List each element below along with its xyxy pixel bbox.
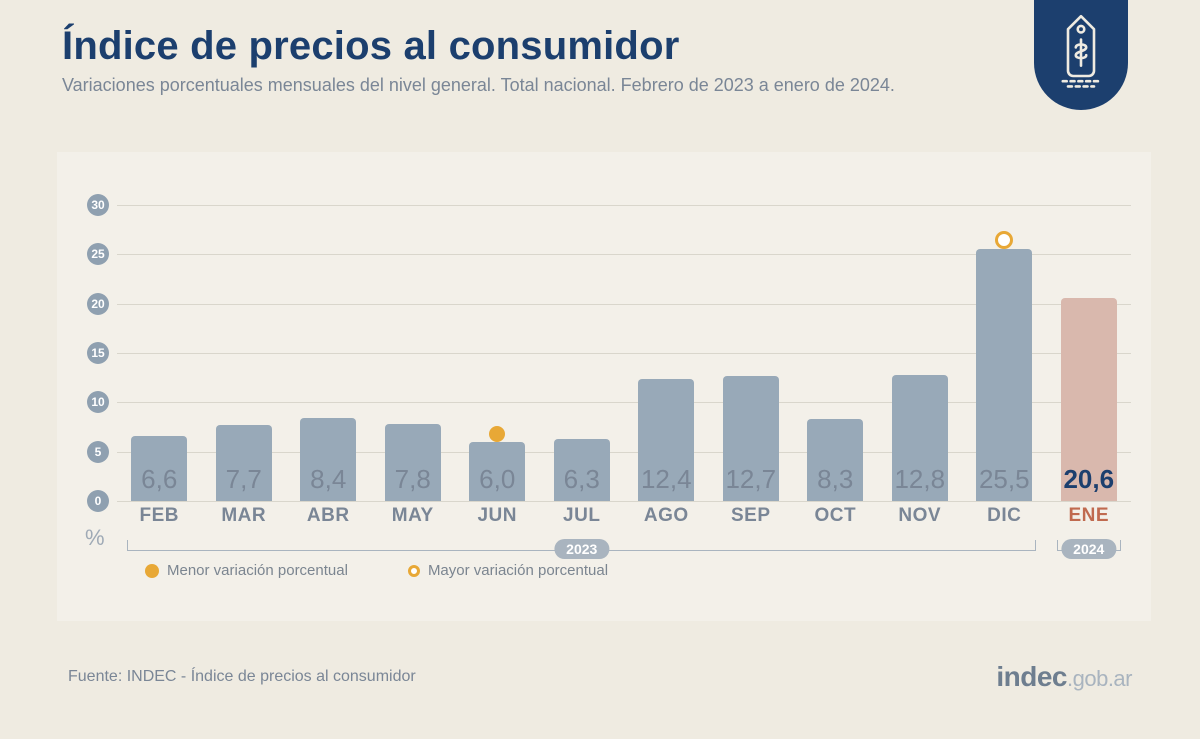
bar-col: 12,8NOV xyxy=(892,205,948,501)
y-axis-unit: % xyxy=(85,525,105,551)
page-subtitle: Variaciones porcentuales mensuales del n… xyxy=(62,75,1138,96)
bar-value-label: 20,6 xyxy=(1061,464,1117,495)
year-label: 2023 xyxy=(554,539,609,559)
legend-max: Mayor variación porcentual xyxy=(408,562,608,579)
bar-month-label: ENE xyxy=(1061,505,1117,527)
header: Índice de precios al consumidor Variacio… xyxy=(0,0,1200,96)
ring-icon xyxy=(408,565,420,577)
bar-value-label: 6,0 xyxy=(469,464,525,495)
dot-icon xyxy=(145,564,159,578)
y-tick-label: 15 xyxy=(87,342,109,364)
legend-max-label: Mayor variación porcentual xyxy=(428,562,608,579)
y-tick-label: 25 xyxy=(87,243,109,265)
bar-value-label: 12,4 xyxy=(638,464,694,495)
bar-month-label: SEP xyxy=(723,505,779,527)
price-tag-icon xyxy=(1055,11,1107,94)
footer: Fuente: INDEC - Índice de precios al con… xyxy=(68,661,1132,693)
y-tick-label: 10 xyxy=(87,391,109,413)
bar-month-label: OCT xyxy=(807,505,863,527)
y-tick-label: 5 xyxy=(87,441,109,463)
page-title: Índice de precios al consumidor xyxy=(62,24,1138,69)
brand-domain: .gob.ar xyxy=(1067,666,1132,691)
bar-col: 6,3JUL xyxy=(554,205,610,501)
legend-min: Menor variación porcentual xyxy=(145,562,348,579)
bar-value-label: 8,4 xyxy=(300,464,356,495)
bar-month-label: NOV xyxy=(892,505,948,527)
bar-value-label: 7,8 xyxy=(385,464,441,495)
bar-value-label: 25,5 xyxy=(976,464,1032,495)
bar-value-label: 8,3 xyxy=(807,464,863,495)
logo-badge xyxy=(1034,0,1128,110)
bar-col: 7,8MAY xyxy=(385,205,441,501)
page: Índice de precios al consumidor Variacio… xyxy=(0,0,1200,739)
bar-month-label: ABR xyxy=(300,505,356,527)
plot-area: 051015202530%6,6FEB7,7MAR8,4ABR7,8MAY6,0… xyxy=(117,205,1131,501)
bar-month-label: JUL xyxy=(554,505,610,527)
bar-month-label: JUN xyxy=(469,505,525,527)
y-tick-label: 0 xyxy=(87,490,109,512)
year-label: 2024 xyxy=(1061,539,1116,559)
y-tick-label: 20 xyxy=(87,293,109,315)
bar-col: 12,7SEP xyxy=(723,205,779,501)
bar-col: 7,7MAR xyxy=(216,205,272,501)
bar-col: 8,3OCT xyxy=(807,205,863,501)
bar-value-label: 7,7 xyxy=(216,464,272,495)
source-text: Fuente: INDEC - Índice de precios al con… xyxy=(68,668,416,686)
bar-month-label: AGO xyxy=(638,505,694,527)
brand-bold: indec xyxy=(996,661,1067,692)
y-tick-label: 30 xyxy=(87,194,109,216)
bar-col: 8,4ABR xyxy=(300,205,356,501)
bar-value-label: 12,8 xyxy=(892,464,948,495)
bar-col: 6,0JUN xyxy=(469,205,525,501)
bar-value-label: 6,6 xyxy=(131,464,187,495)
bar-month-label: MAR xyxy=(216,505,272,527)
bar-col: 25,5DIC xyxy=(976,205,1032,501)
bar-col: 12,4AGO xyxy=(638,205,694,501)
bar-col: 6,6FEB xyxy=(131,205,187,501)
bar-col: 20,6ENE xyxy=(1061,205,1117,501)
max-marker-icon xyxy=(995,231,1013,249)
bar-month-label: FEB xyxy=(131,505,187,527)
bar-month-label: MAY xyxy=(385,505,441,527)
legend: Menor variación porcentual Mayor variaci… xyxy=(145,562,608,579)
bar-month-label: DIC xyxy=(976,505,1032,527)
brand-logo: indec.gob.ar xyxy=(996,661,1132,693)
gridline xyxy=(117,501,1131,502)
bar-value-label: 6,3 xyxy=(554,464,610,495)
min-marker-icon xyxy=(489,426,505,442)
chart-panel: 051015202530%6,6FEB7,7MAR8,4ABR7,8MAY6,0… xyxy=(57,152,1151,621)
bar-value-label: 12,7 xyxy=(723,464,779,495)
legend-min-label: Menor variación porcentual xyxy=(167,562,348,579)
